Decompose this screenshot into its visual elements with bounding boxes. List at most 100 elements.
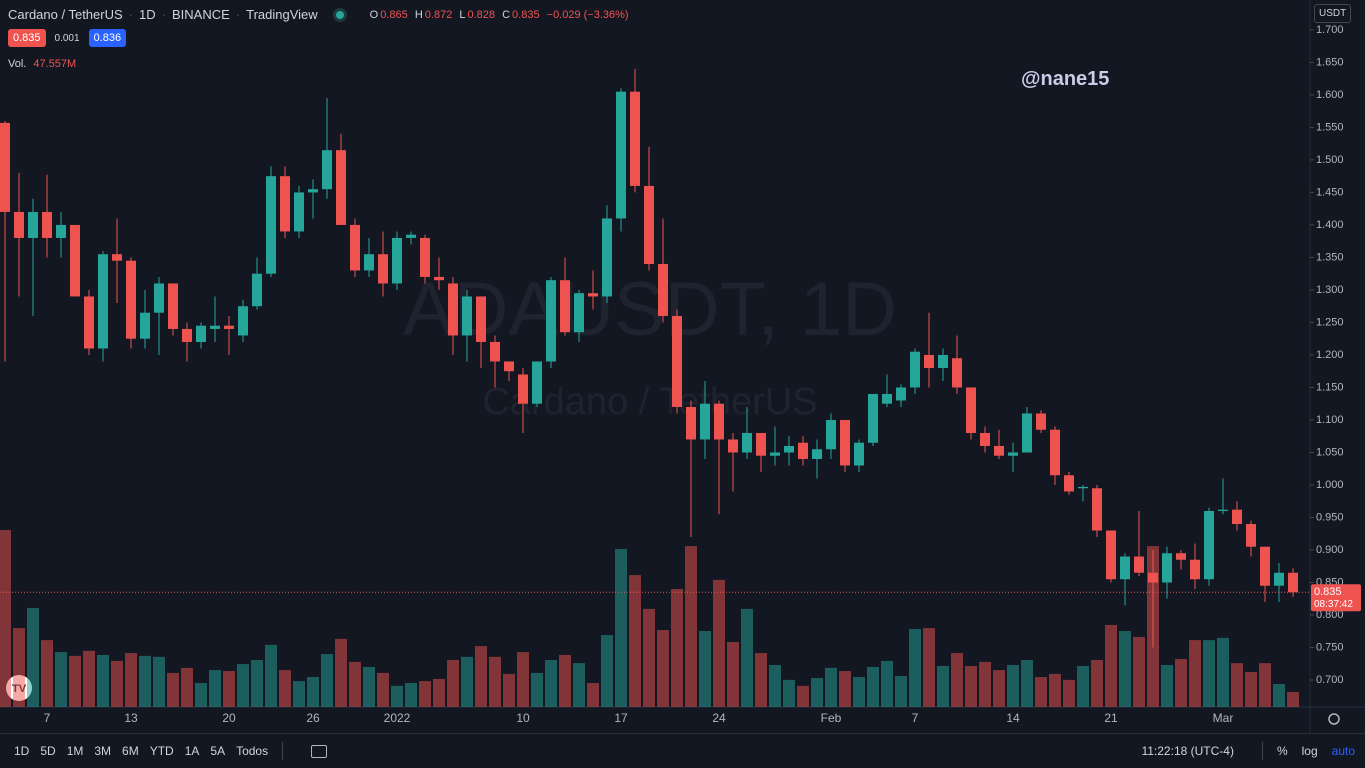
candle-body xyxy=(182,328,192,342)
candle-body xyxy=(112,254,122,261)
candle-body xyxy=(294,192,304,232)
annotation: @nane15 xyxy=(1021,68,1110,90)
candle-body xyxy=(560,280,570,333)
volume-bar xyxy=(587,683,599,707)
volume-bar xyxy=(209,670,221,707)
volume-bar xyxy=(167,672,179,707)
candle-body xyxy=(280,176,290,232)
candle-body xyxy=(1134,556,1144,573)
volume-bar xyxy=(867,666,879,707)
countdown-label: 08:37:42 xyxy=(1314,599,1353,610)
volume-bar xyxy=(1245,671,1257,707)
volume-bar xyxy=(55,652,67,707)
candle-body xyxy=(84,296,94,349)
y-tick-label: 1.200 xyxy=(1316,349,1344,361)
quote: 0.835 0.001 0.836 xyxy=(8,29,127,47)
candle-body xyxy=(770,452,780,456)
candle-body xyxy=(1288,572,1298,593)
y-tick-label: 0.950 xyxy=(1316,511,1344,523)
scale-option[interactable]: % xyxy=(1276,744,1288,758)
volume-bar xyxy=(517,652,529,707)
volume-bar xyxy=(573,663,585,707)
ohlc: O 0.865 H 0.872 L 0.828 C 0.835 −0.029 (−3.3… xyxy=(370,9,629,21)
settings-icon[interactable] xyxy=(1328,713,1340,725)
volume-bar xyxy=(811,677,823,707)
o-label: O xyxy=(369,8,379,21)
volume-bar xyxy=(1021,659,1033,707)
toolbar-right: 11:22:18 (UTC-4) % log auto xyxy=(1141,734,1355,768)
volume-bar xyxy=(433,678,445,707)
y-tick-label: 1.400 xyxy=(1316,219,1344,231)
range-button[interactable]: Todos xyxy=(236,744,269,758)
volume-bar xyxy=(1007,665,1019,707)
candle-body xyxy=(1176,553,1186,560)
range-button[interactable]: YTD xyxy=(149,744,174,758)
candle-body xyxy=(1274,572,1284,586)
candle-body xyxy=(364,254,374,271)
h-label: H xyxy=(414,8,423,21)
candle-body xyxy=(672,315,682,407)
symbol[interactable]: Cardano / TetherUS xyxy=(8,7,123,22)
volume-bar xyxy=(951,653,963,707)
volume-bar xyxy=(979,661,991,707)
scale-option[interactable]: auto xyxy=(1331,744,1355,758)
volume-bar xyxy=(69,655,81,707)
sell-price[interactable]: 0.835 xyxy=(8,29,46,47)
change: −0.029 (−3.36%) xyxy=(546,8,629,21)
volume-bar xyxy=(1133,636,1145,707)
volume-bar xyxy=(895,676,907,707)
candle-body xyxy=(392,237,402,284)
volume-bar xyxy=(993,670,1005,707)
y-tick-label: 1.250 xyxy=(1316,316,1344,328)
volume-bar xyxy=(405,683,417,707)
spread: 0.001 xyxy=(54,32,80,44)
range-button[interactable]: 3M xyxy=(94,744,112,758)
candle-body xyxy=(336,150,346,225)
goto-date-icon[interactable] xyxy=(311,744,328,758)
candle-body xyxy=(28,211,38,238)
candle-body xyxy=(728,439,738,453)
volume-bar xyxy=(923,628,935,707)
volume-bar xyxy=(685,546,697,707)
volume-bar xyxy=(125,653,137,707)
candle-body xyxy=(448,283,458,336)
candle-body xyxy=(1064,475,1074,492)
volume-bar xyxy=(1203,640,1215,707)
interval[interactable]: 1D xyxy=(139,7,156,22)
volume-name: Vol. xyxy=(8,58,27,70)
candle-body xyxy=(238,306,248,336)
clock[interactable]: 11:22:18 (UTC-4) xyxy=(1141,744,1234,758)
volume-bar xyxy=(391,685,403,707)
volume-bar xyxy=(755,653,767,707)
candle-body xyxy=(994,445,1004,456)
x-tick-label: 20 xyxy=(222,711,236,725)
status-dot xyxy=(335,10,344,19)
currency-select[interactable]: USDT xyxy=(1314,4,1352,23)
range-button[interactable]: 1A xyxy=(184,744,200,758)
l-label: L xyxy=(459,8,466,21)
o-value: 0.865 xyxy=(380,8,408,21)
candle-body xyxy=(406,234,416,238)
candle-body xyxy=(266,176,276,274)
candle-body xyxy=(784,445,794,453)
volume-bar xyxy=(13,628,25,707)
range-button[interactable]: 5D xyxy=(40,744,56,758)
volume-bar xyxy=(713,579,725,707)
range-button[interactable]: 6M xyxy=(122,744,139,758)
volume-bar xyxy=(769,665,781,707)
candle-body xyxy=(1050,429,1060,476)
candle-body xyxy=(1092,488,1102,531)
candle-body xyxy=(952,358,962,388)
range-button[interactable]: 1D xyxy=(14,744,30,758)
range-button[interactable]: 5A xyxy=(210,744,226,758)
range-button[interactable]: 1M xyxy=(66,744,84,758)
volume-bar xyxy=(1063,679,1075,707)
volume-bar xyxy=(839,671,851,707)
candle-body xyxy=(742,432,752,453)
candle-body xyxy=(224,325,234,329)
volume-bar xyxy=(1077,665,1089,707)
buy-price[interactable]: 0.836 xyxy=(88,29,127,47)
candle-body xyxy=(1078,486,1088,489)
scale-option[interactable]: log xyxy=(1301,744,1318,758)
